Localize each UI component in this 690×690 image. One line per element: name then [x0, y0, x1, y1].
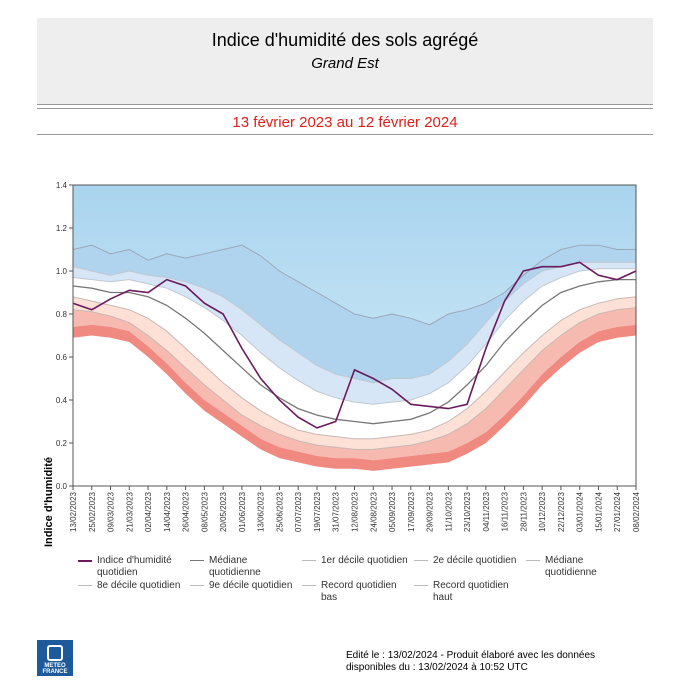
- band-record-low-d1: [73, 307, 636, 461]
- x-tick-label: 29/09/2023: [426, 491, 435, 532]
- y-tick-label: 0.8: [56, 310, 68, 319]
- band-record-low: [73, 324, 636, 471]
- record-high-line: [72, 244, 636, 326]
- x-tick-label: 20/05/2023: [219, 491, 228, 532]
- x-tick-label: 10/12/2023: [538, 491, 547, 532]
- x-tick-label: 14/04/2023: [163, 491, 172, 532]
- x-tick-label: 13/06/2023: [257, 491, 266, 532]
- y-tick-label: 1.4: [56, 181, 68, 190]
- y-tick-label: 1.0: [56, 267, 68, 276]
- x-tick-label: 16/11/2023: [501, 491, 510, 531]
- x-tick-label: 08/02/2024: [632, 491, 641, 532]
- y-tick-label: 0.0: [56, 482, 68, 491]
- meteo-france-logo: METEO FRANCE: [37, 640, 73, 676]
- x-tick-label: 03/01/2024: [576, 491, 585, 532]
- y-tick-label: 0.2: [56, 439, 68, 448]
- legend-item: 8e décile quotidien: [78, 580, 189, 592]
- legend-item: Record quotidien haut: [414, 580, 525, 604]
- y-tick-label: 0.6: [56, 353, 68, 362]
- chart-title: Indice d'humidité des sols agrégé: [211, 30, 479, 50]
- legend-item: Médiane quotidienne: [526, 555, 637, 579]
- decile-8-line: [72, 268, 636, 405]
- legend-swatch: [190, 585, 204, 586]
- y-tick-label: 0.4: [56, 396, 68, 405]
- band-d8-d9: [73, 262, 636, 405]
- legend-swatch: [190, 560, 204, 561]
- legend-swatch: [78, 560, 92, 562]
- x-tick-label: 28/11/2023: [519, 491, 528, 531]
- x-tick-label: 05/09/2023: [388, 491, 397, 532]
- divider: [37, 108, 653, 109]
- x-tick-label: 07/07/2023: [294, 491, 303, 532]
- legend-swatch: [78, 585, 92, 586]
- x-tick-label: 11/10/2023: [444, 491, 453, 531]
- legend-item: Médiane quotidienne: [190, 555, 301, 579]
- x-tick-label: 08/05/2023: [200, 491, 209, 532]
- legend-label: Record quotidien haut: [433, 580, 509, 603]
- divider: [37, 134, 653, 135]
- footer-line: Edité le : 13/02/2024 - Produit élaboré …: [346, 650, 596, 661]
- x-tick-label: 15/01/2024: [594, 491, 603, 532]
- footer-line: disponibles du : 13/02/2024 à 10:52 UTC: [346, 662, 528, 673]
- x-tick-label: 26/04/2023: [182, 491, 191, 532]
- logo-text: FRANCE: [42, 669, 68, 675]
- legend-label: 1er décile quotidien: [321, 555, 408, 566]
- legend-label: 9e décile quotidien: [209, 580, 293, 591]
- x-tick-label: 13/02/2023: [69, 491, 78, 532]
- period-label: 13 février 2023 au 12 février 2024: [232, 114, 458, 131]
- legend-label: Indice d'humidité quotidien: [97, 555, 172, 578]
- y-axis-label: Indice d'humidité: [43, 457, 55, 547]
- decile-9-line: [72, 261, 636, 384]
- title-box: Indice d'humidité des sols agrégé Grand …: [37, 18, 653, 105]
- legend-item: Record quotidien bas: [302, 580, 413, 604]
- legend-swatch: [526, 560, 540, 561]
- x-tick-label: 24/08/2023: [369, 491, 378, 532]
- x-tick-label: 25/06/2023: [275, 491, 284, 532]
- legend-item: 9e décile quotidien: [190, 580, 301, 592]
- legend-item: 1er décile quotidien: [302, 555, 413, 567]
- legend-label: Médiane quotidienne: [209, 555, 261, 578]
- region-subtitle: Grand Est: [311, 55, 379, 72]
- edition-info: Edité le : 13/02/2024 - Produit élaboré …: [346, 650, 595, 674]
- decile-2-line: [72, 296, 637, 440]
- legend-swatch: [302, 560, 316, 561]
- logo-icon: [47, 645, 63, 661]
- legend-label: Record quotidien bas: [321, 580, 397, 603]
- x-tick-label: 25/02/2023: [88, 491, 97, 532]
- legend-label: 2e décile quotidien: [433, 555, 517, 566]
- x-tick-label: 23/10/2023: [463, 491, 472, 532]
- y-tick-label: 1.2: [56, 224, 68, 233]
- x-tick-label: 01/06/2023: [238, 491, 247, 532]
- logo-text: METEO: [44, 663, 66, 669]
- band-d1-d2: [73, 296, 636, 450]
- decile-1-line: [72, 307, 637, 450]
- x-tick-label: 27/01/2024: [613, 491, 622, 532]
- legend-item: 2e décile quotidien: [414, 555, 525, 567]
- x-tick-label: 31/07/2023: [332, 491, 341, 532]
- legend-swatch: [414, 560, 428, 561]
- x-tick-label: 02/04/2023: [144, 491, 153, 532]
- x-tick-label: 04/11/2023: [482, 491, 491, 531]
- soil-moisture-chart: 0.0 0.2 0.4 0.6 0.8 1.0 1.2 1.4 13/02/2023 25/02/…: [43, 181, 641, 547]
- legend-swatch: [302, 585, 316, 586]
- x-tick-label: 21/03/2023: [125, 491, 134, 532]
- x-tick-label: 22/12/2023: [557, 491, 566, 532]
- legend-item: Indice d'humidité quotidien: [78, 555, 189, 579]
- x-tick-label: 12/08/2023: [351, 491, 360, 532]
- x-tick-label: 17/09/2023: [407, 491, 416, 532]
- legend-swatch: [414, 585, 428, 586]
- x-tick-label: 19/07/2023: [313, 491, 322, 532]
- x-tick-label: 09/03/2023: [107, 491, 116, 532]
- below-record-low: [73, 324, 636, 486]
- legend-label: 8e décile quotidien: [97, 580, 181, 591]
- legend-label: Médiane quotidienne: [545, 555, 597, 578]
- median-line: [72, 278, 636, 425]
